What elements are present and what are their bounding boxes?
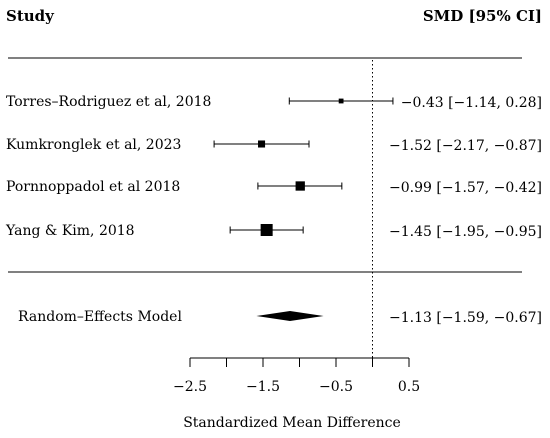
effect-header: SMD [95% CI] <box>423 7 542 25</box>
summary-label: Random–Effects Model <box>18 309 182 325</box>
ci-text: −0.43 [−1.14, 0.28] <box>401 95 542 111</box>
x-tick-label: −2.5 <box>173 379 207 395</box>
study-label: Torres–Rodriguez et al, 2018 <box>6 94 211 110</box>
x-tick-label: −1.5 <box>246 379 280 395</box>
x-axis: −2.5 −1.5 −0.5 0.5 <box>173 357 420 395</box>
study-label: Kumkronglek et al, 2023 <box>6 137 181 153</box>
summary-ci-text: −1.13 [−1.59, −0.67] <box>389 310 542 326</box>
effect-point <box>260 224 273 236</box>
ci-text: −1.52 [−2.17, −0.87] <box>389 138 542 154</box>
x-tick-label: 0.5 <box>398 379 420 395</box>
study-label: Yang & Kim, 2018 <box>5 223 135 239</box>
ci-text: −0.99 [−1.57, −0.42] <box>389 180 542 196</box>
study-label: Pornnoppadol et al 2018 <box>6 179 180 195</box>
effect-point <box>258 140 266 148</box>
study-header: Study <box>6 7 55 25</box>
ci-text: −1.45 [−1.95, −0.95] <box>389 224 542 240</box>
summary-diamond <box>256 311 324 321</box>
effect-point <box>338 98 344 104</box>
plot-area: Torres–Rodriguez et al, 2018 −0.43 [−1.14… <box>5 60 542 358</box>
x-axis-label: Standardized Mean Difference <box>183 415 401 431</box>
effect-point <box>295 181 305 191</box>
x-tick-label: −0.5 <box>319 379 353 395</box>
